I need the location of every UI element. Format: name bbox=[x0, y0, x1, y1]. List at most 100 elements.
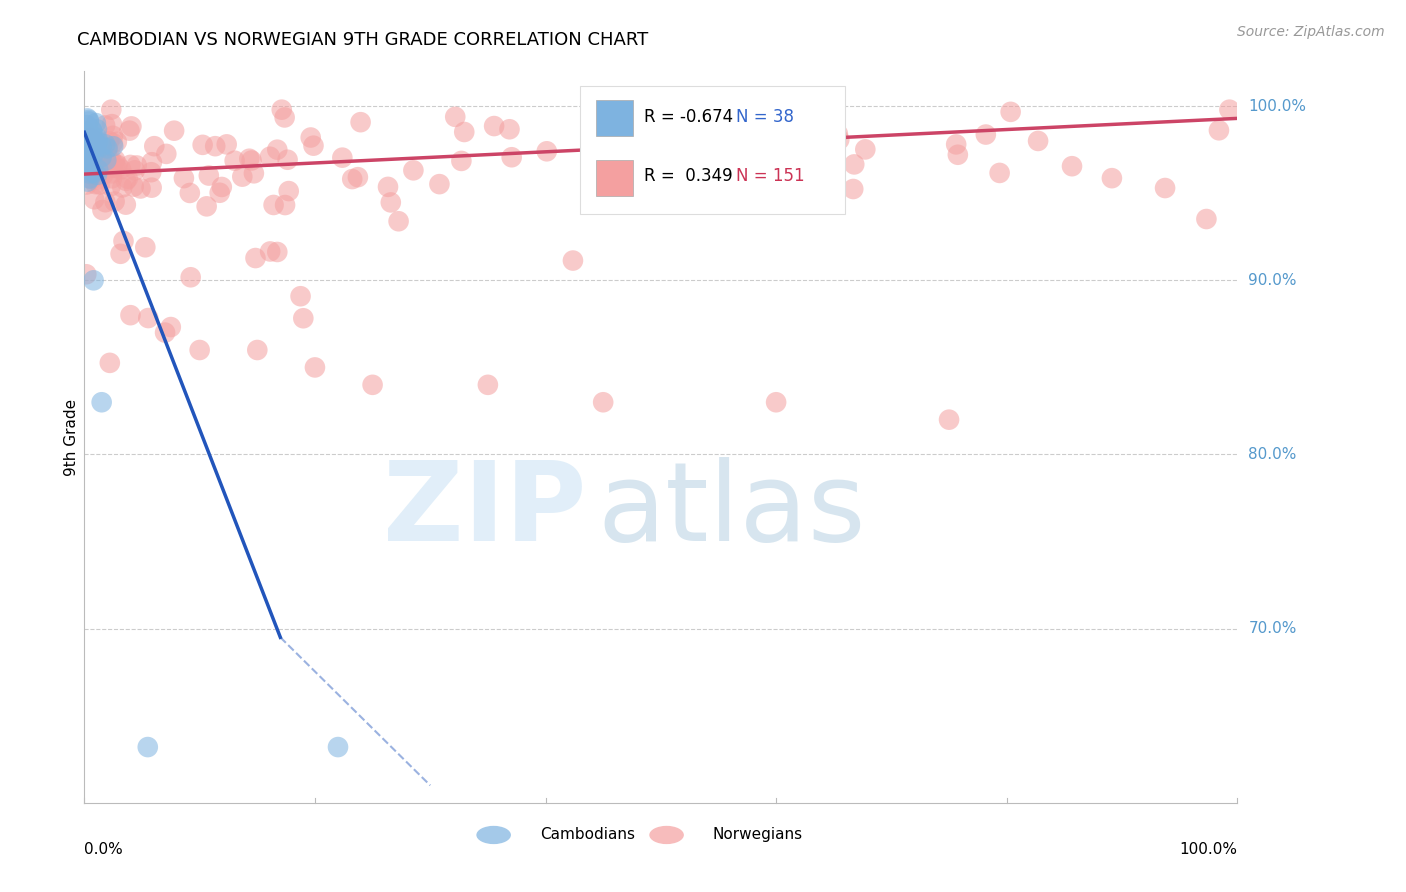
Point bbox=[98, 356, 121, 370]
Point bbox=[98, 153, 121, 168]
Point bbox=[91, 202, 114, 217]
Point bbox=[141, 180, 163, 194]
Point bbox=[143, 139, 166, 153]
Point bbox=[704, 128, 727, 143]
Point bbox=[191, 137, 214, 152]
Point bbox=[270, 103, 292, 117]
Point bbox=[946, 148, 969, 162]
Point bbox=[75, 267, 97, 281]
Point bbox=[945, 137, 967, 152]
Point bbox=[73, 148, 96, 162]
Point bbox=[101, 128, 124, 143]
Point bbox=[79, 171, 101, 186]
Point bbox=[120, 308, 142, 322]
Point bbox=[82, 123, 104, 137]
Point bbox=[988, 166, 1011, 180]
Point bbox=[245, 251, 267, 265]
Point bbox=[665, 103, 688, 117]
Point bbox=[118, 123, 141, 137]
Point bbox=[120, 120, 142, 134]
Point bbox=[482, 119, 505, 133]
Text: ZIP: ZIP bbox=[382, 457, 586, 564]
Point bbox=[561, 253, 583, 268]
Point bbox=[86, 139, 108, 153]
Point bbox=[89, 168, 111, 182]
Point bbox=[1000, 104, 1022, 119]
Text: R = -0.674: R = -0.674 bbox=[644, 109, 733, 127]
Text: atlas: atlas bbox=[598, 457, 866, 564]
Point bbox=[477, 377, 499, 392]
Point bbox=[79, 145, 101, 159]
Point bbox=[180, 270, 202, 285]
Point bbox=[828, 133, 851, 147]
Point bbox=[101, 136, 124, 150]
Point bbox=[498, 122, 520, 136]
Point bbox=[606, 184, 628, 198]
Text: CAMBODIAN VS NORWEGIAN 9TH GRADE CORRELATION CHART: CAMBODIAN VS NORWEGIAN 9TH GRADE CORRELA… bbox=[77, 31, 648, 49]
Point bbox=[79, 148, 101, 162]
Point bbox=[122, 179, 145, 194]
Point bbox=[450, 153, 472, 168]
Point bbox=[125, 159, 148, 173]
Point bbox=[80, 172, 103, 186]
Point bbox=[1218, 103, 1240, 117]
Point bbox=[592, 395, 614, 409]
Point bbox=[96, 153, 118, 168]
Point bbox=[1026, 134, 1049, 148]
Point bbox=[84, 135, 107, 149]
Point bbox=[79, 162, 101, 177]
Point bbox=[94, 119, 117, 133]
Text: Cambodians: Cambodians bbox=[540, 828, 634, 842]
Point bbox=[292, 311, 315, 326]
Point bbox=[87, 162, 110, 177]
Ellipse shape bbox=[477, 826, 510, 844]
Point bbox=[141, 155, 163, 169]
Point bbox=[299, 130, 322, 145]
Y-axis label: 9th Grade: 9th Grade bbox=[63, 399, 79, 475]
Point bbox=[938, 412, 960, 426]
Point bbox=[266, 244, 288, 259]
Point bbox=[86, 122, 108, 136]
Point bbox=[330, 151, 353, 165]
Point bbox=[77, 146, 100, 161]
Point bbox=[638, 126, 661, 140]
Point bbox=[100, 179, 122, 194]
Point bbox=[136, 740, 159, 755]
Point bbox=[974, 128, 997, 142]
Point bbox=[361, 377, 384, 392]
Point bbox=[765, 395, 787, 409]
Point bbox=[600, 140, 623, 154]
Point bbox=[747, 116, 769, 130]
Point bbox=[76, 128, 98, 142]
Point bbox=[1101, 171, 1123, 186]
Point bbox=[231, 169, 253, 184]
Point bbox=[703, 103, 725, 117]
Text: Norwegians: Norwegians bbox=[713, 828, 803, 842]
Point bbox=[179, 186, 201, 200]
Point bbox=[90, 153, 112, 167]
Point bbox=[77, 153, 100, 167]
Point bbox=[103, 139, 124, 153]
Point bbox=[536, 145, 558, 159]
Point bbox=[1208, 123, 1230, 137]
Text: 100.0%: 100.0% bbox=[1180, 842, 1237, 856]
Text: 0.0%: 0.0% bbox=[84, 842, 124, 856]
Point bbox=[100, 103, 122, 117]
Point bbox=[83, 192, 105, 206]
Point bbox=[120, 158, 142, 172]
Text: 80.0%: 80.0% bbox=[1249, 447, 1296, 462]
Point bbox=[101, 166, 124, 180]
Point bbox=[114, 197, 136, 211]
Point bbox=[87, 140, 110, 154]
Point bbox=[153, 326, 176, 340]
Point bbox=[105, 161, 128, 175]
Point bbox=[100, 153, 122, 167]
Point bbox=[84, 177, 107, 191]
Text: N = 38: N = 38 bbox=[735, 109, 794, 127]
Point bbox=[90, 139, 112, 153]
Point bbox=[82, 124, 104, 138]
Point bbox=[208, 186, 231, 200]
Point bbox=[853, 142, 876, 156]
Point bbox=[117, 171, 139, 186]
Point bbox=[77, 113, 100, 128]
